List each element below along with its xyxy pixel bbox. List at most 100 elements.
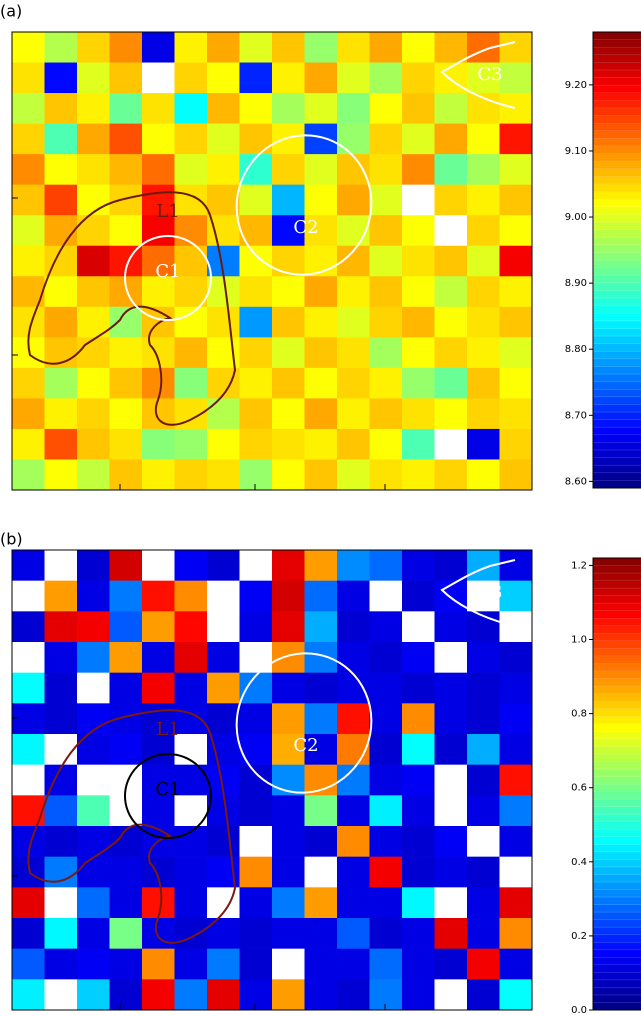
heatmap-cell — [77, 672, 110, 704]
colorbar-segment — [593, 184, 641, 193]
heatmap-cell — [434, 398, 468, 430]
heatmap-cell — [304, 979, 338, 1011]
colorbar-segment — [593, 282, 641, 291]
heatmap-cell — [239, 887, 273, 919]
heatmap-cell — [499, 703, 533, 735]
heatmap-cell — [402, 826, 435, 857]
colorbar-segment — [593, 693, 641, 702]
heatmap-cell — [434, 887, 468, 919]
heatmap-cell — [109, 154, 143, 185]
colorbar-segment — [593, 358, 641, 367]
colorbar-segment — [593, 328, 641, 337]
heatmap-cell — [77, 550, 110, 581]
heatmap-cell — [337, 93, 370, 124]
heatmap-cell — [207, 826, 240, 857]
heatmap-cell — [174, 856, 208, 888]
heatmap-cell — [142, 948, 175, 980]
heatmap-cell — [369, 764, 403, 796]
heatmap-cell — [272, 62, 305, 94]
heatmap-cell — [337, 367, 370, 399]
heatmap-cell — [77, 62, 110, 94]
heatmap-cell — [499, 918, 533, 949]
colorbar-segment — [593, 100, 641, 109]
heatmap-cell — [142, 979, 175, 1011]
heatmap-cell — [44, 826, 78, 857]
colorbar-segment — [593, 138, 641, 147]
heatmap-cell — [369, 826, 403, 857]
heatmap-cell — [467, 948, 500, 980]
heatmap-cell — [434, 154, 468, 185]
colorbar-segment — [593, 343, 641, 352]
heatmap-cell — [402, 550, 435, 581]
heatmap-cell — [402, 337, 435, 369]
heatmap-cell — [77, 184, 110, 216]
heatmap-cell — [402, 703, 435, 735]
heatmap-cell — [402, 887, 435, 919]
heatmap-cell — [142, 764, 175, 796]
heatmap-cell — [12, 672, 45, 704]
colorbar-segment — [593, 85, 641, 94]
heatmap-cell — [142, 62, 175, 94]
colorbar-segment — [593, 580, 641, 589]
colorbar-segment — [593, 313, 641, 322]
colorbar-segment — [593, 442, 641, 451]
heatmap-cell — [77, 215, 110, 247]
heatmap-cell — [337, 306, 370, 338]
heatmap-cell — [434, 459, 468, 491]
heatmap-cell — [142, 856, 175, 888]
colorbar-segment — [593, 701, 641, 710]
colorbar-segment — [593, 275, 641, 284]
colorbar-segment — [593, 374, 641, 383]
heatmap-cell — [142, 154, 175, 185]
heatmap-cell — [434, 611, 468, 643]
heatmap-cell — [337, 184, 370, 216]
heatmap-cell — [434, 32, 468, 63]
heatmap-cell — [499, 306, 533, 338]
colorbar-tick-label: 0.0 — [571, 1005, 587, 1015]
colorbar-segment — [593, 434, 641, 443]
heatmap-cell — [239, 245, 273, 277]
heatmap-cell — [174, 215, 208, 247]
heatmap-cell — [402, 93, 435, 124]
heatmap-cell — [174, 580, 208, 612]
heatmap-cell — [12, 887, 45, 919]
heatmap-cell — [272, 93, 305, 124]
colorbar-segment — [593, 199, 641, 208]
colorbar-segment — [593, 450, 641, 459]
colorbar-segment — [593, 821, 641, 830]
heatmap-cell — [272, 826, 305, 857]
heatmap-cell — [142, 184, 175, 216]
heatmap-cell — [142, 918, 175, 949]
heatmap-cell — [239, 642, 273, 673]
colorbar-segment — [593, 655, 641, 664]
heatmap-cell — [44, 184, 78, 216]
colorbar-segment — [593, 191, 641, 200]
colorbar-segment — [593, 829, 641, 838]
colorbar-segment — [593, 465, 641, 474]
colorbar-segment — [593, 457, 641, 466]
heatmap-cell — [109, 398, 143, 430]
heatmap-cell — [44, 580, 78, 612]
heatmap-cell — [499, 428, 533, 460]
heatmap-cell — [77, 642, 110, 673]
heatmap-cell — [239, 580, 273, 612]
heatmap-cell — [499, 550, 533, 581]
heatmap-cell — [499, 215, 533, 247]
heatmap-cell — [239, 764, 273, 796]
heatmap-cell — [369, 276, 403, 308]
heatmap-cell — [12, 32, 45, 63]
heatmap-cell — [77, 795, 110, 827]
heatmap-cell — [109, 337, 143, 369]
heatmap-cell — [12, 367, 45, 399]
colorbar-segment — [593, 738, 641, 747]
heatmap-cell — [369, 580, 403, 612]
heatmap-cell — [369, 948, 403, 980]
heatmap-cell — [369, 428, 403, 460]
heatmap-cell — [337, 428, 370, 460]
heatmap-cell — [369, 93, 403, 124]
heatmap-cell — [467, 184, 500, 216]
heatmap-cell — [239, 703, 273, 735]
heatmap-cell — [207, 123, 240, 155]
heatmap-cell — [337, 795, 370, 827]
